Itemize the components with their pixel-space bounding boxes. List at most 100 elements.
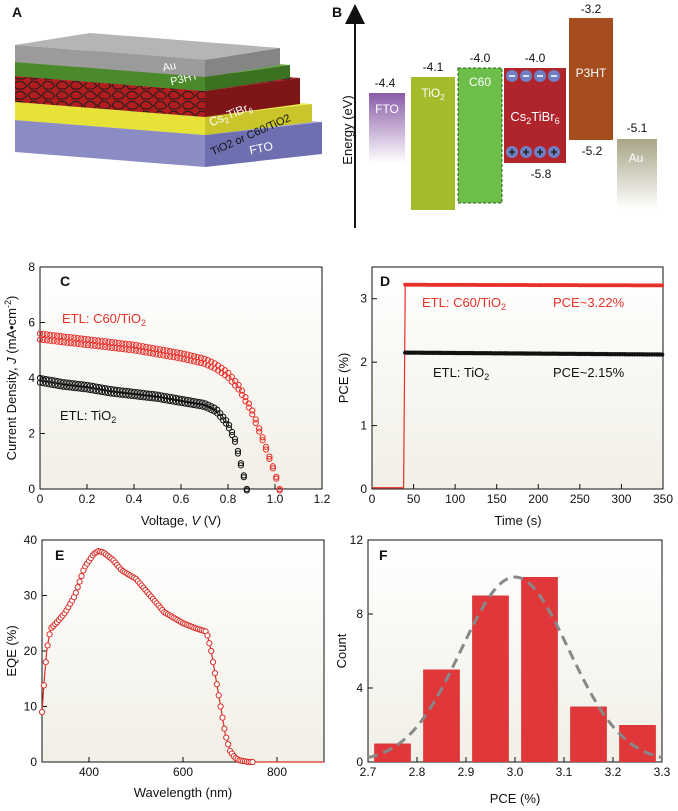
c60-jv-point	[160, 352, 167, 359]
tio2-jv-point	[90, 387, 97, 394]
c60-jv-point	[173, 354, 181, 361]
c-xtick-label: 1.2	[314, 492, 331, 506]
tio2-jv-point	[101, 389, 109, 396]
hole-icon	[548, 146, 560, 158]
c60-jv-point	[269, 463, 276, 470]
c60-jv-point	[47, 331, 54, 338]
tio2-jv-point	[137, 393, 144, 401]
tio2-jv-point	[134, 393, 141, 400]
c60-jv-point	[64, 339, 71, 346]
e-ytick-label: 20	[24, 644, 38, 658]
tio2-jv-point	[75, 385, 82, 392]
c60-jv-point	[245, 400, 252, 407]
tio2-jv-point	[155, 391, 162, 398]
histogram-bar	[521, 577, 558, 762]
e-xtick-label: 600	[173, 765, 193, 779]
c60-jv-point	[187, 357, 194, 364]
tio2-jv-point	[51, 377, 58, 384]
d-annotation-tio2: ETL: TiO2	[433, 365, 489, 382]
tio2-jv-point	[228, 431, 236, 439]
tio2-jv-point	[225, 425, 233, 432]
band-fto-label: FTO	[375, 102, 399, 116]
c60-jv-point	[115, 345, 122, 352]
tio2-jv-point	[78, 385, 85, 392]
histogram-bar	[472, 595, 509, 762]
tio2-jv-point	[149, 395, 156, 402]
eqe-point	[213, 681, 220, 688]
e-ylabel: EQE (%)	[4, 625, 19, 676]
c60-jv-point	[108, 338, 116, 346]
panel-b: B Energy (eV) FTO -4.4 TiO2 -4.1 C60 -4.…	[332, 2, 657, 228]
c60-jv-point	[50, 332, 57, 339]
d-xtick-label: 50	[407, 492, 421, 506]
tio2-jv-point	[131, 393, 138, 400]
level-tio2: -4.1	[423, 60, 444, 74]
band-tio2-label: TiO2	[421, 86, 445, 102]
c60-jv-point	[208, 363, 215, 371]
band-fto	[369, 93, 405, 163]
c60-jv-point	[125, 341, 133, 348]
hole-icon	[534, 146, 546, 158]
c60-jv-point	[197, 359, 205, 367]
c60-jv-point	[235, 386, 242, 393]
panel-e-frame	[41, 539, 325, 763]
layer-fto-label: FTO	[248, 139, 274, 158]
c60-jv-point	[242, 394, 249, 401]
e-ytick-label: 0	[30, 755, 37, 769]
tio2-jv-point	[51, 382, 58, 389]
panel-d-label: D	[380, 273, 390, 289]
c60-jv-point	[146, 349, 153, 357]
band-tio2	[411, 77, 455, 210]
c60-jv-point	[167, 353, 174, 360]
c60-jv-point	[204, 362, 211, 369]
c60-jv-point	[47, 337, 54, 344]
tio2-jv-point	[48, 376, 55, 384]
hole-icon	[506, 146, 518, 158]
c60-jv-point	[194, 359, 201, 366]
c60-jv-point	[43, 337, 50, 344]
tio2-jv-point	[72, 380, 79, 387]
tio2-jv-point	[66, 384, 73, 391]
f-ytick-label: 8	[356, 607, 363, 621]
eqe-point	[219, 714, 226, 721]
eqe-point	[223, 734, 230, 741]
c60-jv-point	[40, 336, 47, 344]
tio2-jv-point	[110, 390, 117, 397]
tio2-jv-point	[87, 382, 94, 389]
tio2-jv-point	[101, 385, 109, 392]
c60-jv-point	[245, 404, 252, 411]
tio2-jv-point	[137, 389, 144, 396]
tio2-jv-point	[104, 389, 112, 397]
c60-jv-point	[108, 344, 116, 351]
c60-jv-point	[252, 416, 259, 423]
eqe-point	[72, 589, 79, 596]
tio2-jv-point	[166, 397, 174, 405]
c60-jv-point	[88, 336, 95, 343]
tio2-jv-point	[116, 387, 123, 394]
electron-icon	[520, 70, 532, 82]
d-xtick-label: 350	[653, 492, 673, 506]
tio2-jv-point	[181, 400, 188, 407]
level-fto: -4.4	[375, 76, 396, 90]
eqe-point	[211, 670, 219, 677]
c60-jv-point	[36, 330, 44, 337]
tio2-jv-point	[57, 383, 64, 390]
c60-jv-point	[238, 387, 246, 394]
tio2-jv-point	[228, 428, 236, 436]
tio2-jv-point	[63, 379, 70, 386]
d-xtick-label: 150	[487, 492, 507, 506]
c60-jv-point	[249, 411, 256, 418]
gaussian-fit-curve	[367, 575, 663, 759]
tio2-jv-point	[140, 389, 147, 397]
c60-jv-point	[143, 349, 150, 356]
panel-a-label: A	[12, 4, 22, 20]
c60-jv-point	[112, 345, 119, 352]
panel-b-label: B	[332, 4, 342, 20]
level-au: -5.1	[627, 121, 648, 135]
tio2-jv-point	[237, 462, 244, 469]
c60-jv-point	[71, 340, 78, 347]
tio2-jv-point	[78, 381, 85, 388]
electron-symbols	[506, 70, 560, 82]
c60-jv-point	[129, 341, 136, 348]
